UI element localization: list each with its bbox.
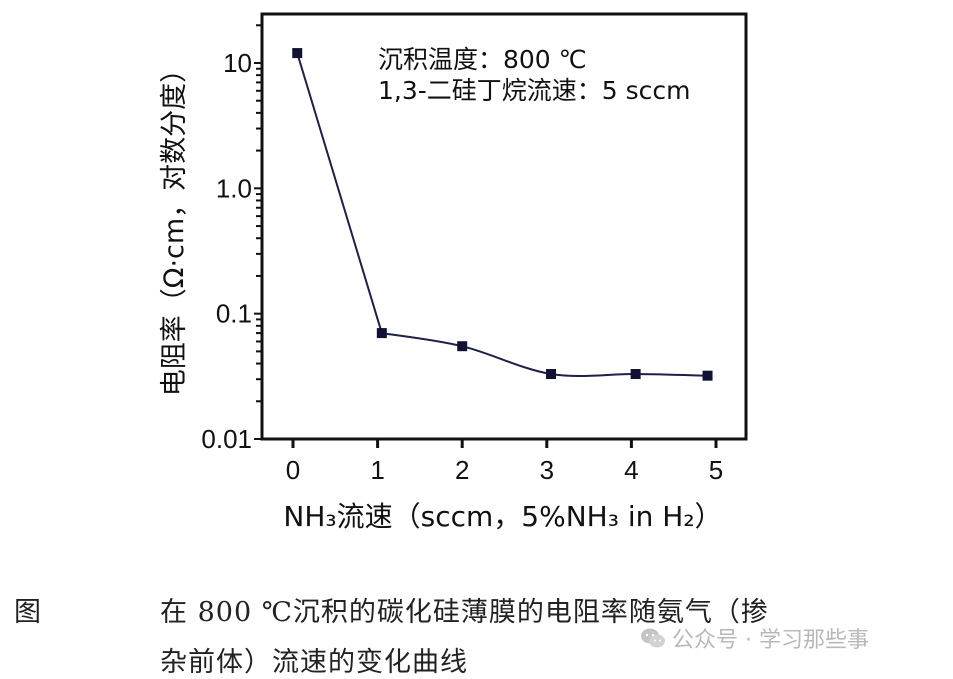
svg-text:3: 3: [540, 455, 554, 485]
svg-text:1,3-二硅丁烷流速：5 sccm: 1,3-二硅丁烷流速：5 sccm: [378, 76, 691, 105]
svg-text:10: 10: [223, 48, 252, 78]
resistivity-chart: 0.01 0.1 1.0 10 0 1 2 3 4 5 沉积温度：800 ℃1,3-二硅丁烷流速…: [159, 12, 748, 533]
figure-caption-line1: 在 800 ℃沉积的碳化硅薄膜的电阻率随氨气（掺: [160, 597, 769, 628]
svg-text:NH₃流速（sccm，5%NH₃ in H₂）: NH₃流速（sccm，5%NH₃ in H₂）: [283, 500, 722, 533]
y-axis-ticks: 0.01 0.1 1.0 10: [201, 24, 262, 454]
svg-text:沉积温度：800 ℃: 沉积温度：800 ℃: [378, 45, 587, 74]
svg-text:4: 4: [624, 455, 638, 485]
chart-annotations: 沉积温度：800 ℃1,3-二硅丁烷流速：5 sccm: [378, 45, 691, 105]
svg-text:2: 2: [455, 455, 469, 485]
svg-text:电阻率（Ω·cm，对数分度）: 电阻率（Ω·cm，对数分度）: [159, 56, 190, 396]
svg-text:0.1: 0.1: [216, 299, 252, 329]
watermark-text: 公众号 · 学习那些事: [672, 628, 869, 653]
data-markers: [292, 48, 713, 381]
wechat-icon: [641, 628, 665, 648]
svg-text:1: 1: [370, 455, 384, 485]
watermark: 公众号 · 学习那些事: [640, 622, 869, 654]
x-axis-ticks: 0 1 2 3 4 5: [286, 439, 723, 485]
figure-caption-line2: 杂前体）流速的变化曲线: [160, 647, 468, 678]
axis-labels: NH₃流速（sccm，5%NH₃ in H₂） 电阻率（Ω·cm，对数分度）: [159, 56, 723, 533]
svg-text:5: 5: [709, 455, 723, 485]
svg-text:0.01: 0.01: [201, 424, 252, 454]
figure-label: 图: [14, 597, 41, 628]
svg-text:1.0: 1.0: [216, 173, 252, 203]
svg-text:0: 0: [286, 455, 300, 485]
